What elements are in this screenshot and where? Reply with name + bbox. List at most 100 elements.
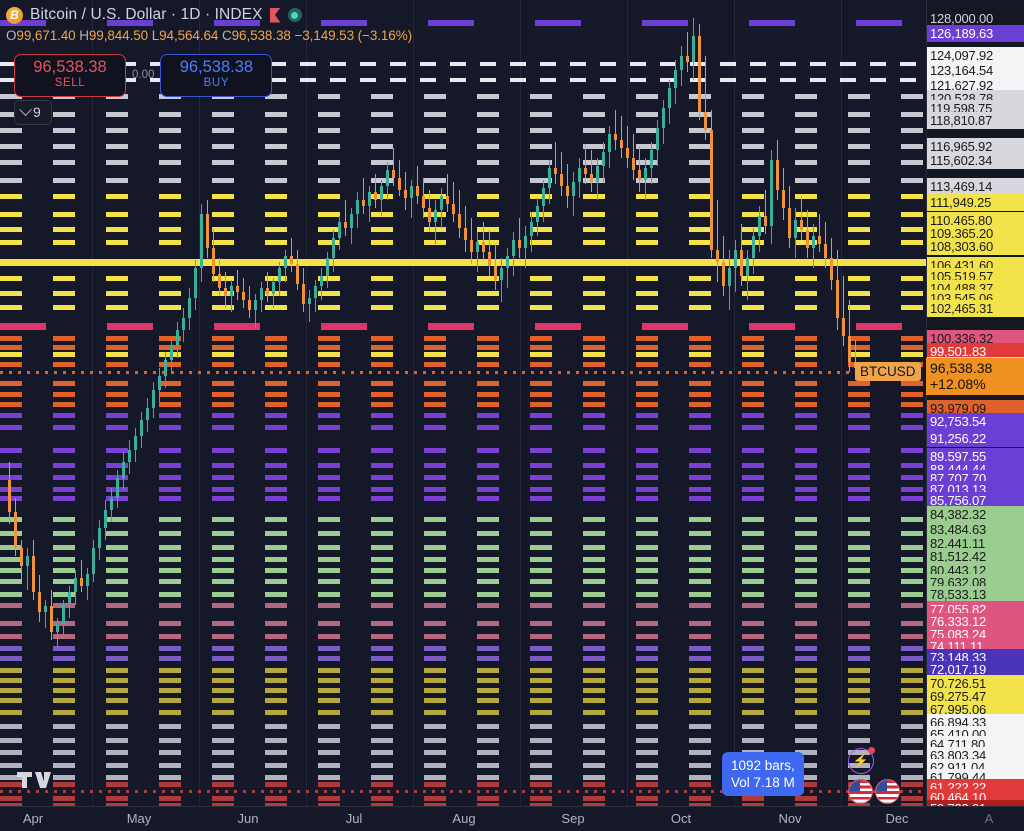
candle-body: [194, 268, 197, 298]
price-level-label: 69,275.47: [926, 688, 1024, 705]
price-level-label: 126,189.63: [926, 25, 1024, 42]
level-band: [0, 724, 926, 729]
candle-body: [416, 186, 419, 196]
axis-mode-button[interactable]: A: [984, 811, 994, 826]
candle-body: [230, 286, 233, 296]
price-level-label: 83,484.63: [926, 521, 1024, 538]
price-level-label: 116,965.92: [926, 138, 1024, 155]
red-flag-icon[interactable]: [269, 7, 281, 23]
lot-size-selector[interactable]: 9: [14, 100, 52, 125]
candle-body: [722, 262, 725, 286]
high-value: 99,844.50: [88, 28, 149, 43]
level-band: [0, 738, 926, 743]
candle-body: [218, 274, 221, 288]
candle-body: [656, 128, 659, 150]
candle-body: [716, 250, 719, 262]
price-scale[interactable]: 128,000.00 126,189.63 124,097.92 123,164.54…: [926, 0, 1024, 806]
tradingview-logo[interactable]: [16, 768, 56, 797]
candle-body: [566, 186, 569, 196]
candle-body: [542, 188, 545, 206]
candle-body: [254, 300, 257, 310]
candle-body: [632, 158, 635, 170]
candle-wick: [453, 182, 454, 222]
candle-wick: [519, 218, 520, 258]
candle-body: [248, 300, 251, 310]
candle-body: [332, 238, 335, 258]
level-band: [0, 475, 926, 480]
level-band: [0, 402, 926, 407]
time-axis[interactable]: Apr May Jun Jul Aug Sep Oct Nov Dec: [0, 806, 1024, 831]
candle-body: [536, 206, 539, 222]
candle-body: [266, 288, 269, 294]
candle-body: [386, 170, 389, 186]
level-band: [0, 425, 926, 430]
candle-body: [338, 222, 341, 238]
candle-wick: [687, 32, 688, 72]
level-band: [0, 568, 926, 573]
buy-button[interactable]: 96,538.38 BUY: [160, 54, 273, 97]
buy-label: BUY: [203, 77, 230, 90]
candle-body: [578, 168, 581, 182]
candle-body: [410, 186, 413, 198]
candle-body: [644, 168, 647, 180]
candle-wick: [417, 166, 418, 204]
candle-body: [662, 108, 665, 128]
level-band: [0, 352, 926, 357]
candle-body: [452, 204, 455, 214]
high-label: H: [79, 28, 89, 43]
candle-body: [374, 192, 377, 200]
level-band: [0, 710, 926, 715]
candle-body: [692, 36, 695, 62]
candle-body: [314, 286, 317, 298]
price-level-label: 110,465.80: [926, 212, 1024, 229]
candle-body: [710, 130, 713, 250]
candle-body: [128, 450, 131, 462]
price-level-label: 72,017.19: [926, 661, 1024, 678]
volume-total: Vol 7.18 M: [731, 775, 795, 790]
candle-wick: [27, 548, 28, 590]
candle-body: [464, 228, 467, 240]
bitcoin-icon: B: [6, 6, 23, 24]
candle-body: [782, 190, 785, 208]
level-band: [0, 656, 926, 661]
chart-legend: B Bitcoin / U.S. Dollar · 1D · INDEX O99…: [0, 0, 626, 43]
price-level-label: 108,303.60: [926, 238, 1024, 255]
level-band: [0, 790, 926, 793]
close-label: C: [221, 28, 232, 43]
level-band: [0, 323, 926, 330]
legend-title-row: B Bitcoin / U.S. Dollar · 1D · INDEX: [6, 4, 626, 26]
chart-plot-area[interactable]: [0, 0, 926, 806]
level-band: [0, 557, 926, 562]
candle-body: [278, 268, 281, 282]
sell-button[interactable]: 96,538.38 SELL: [14, 54, 126, 97]
level-band: [0, 603, 926, 608]
price-level-label: 76,333.12: [926, 613, 1024, 630]
candle-body: [668, 88, 671, 108]
price-level-label: 128,000.00: [926, 10, 1024, 27]
candle-body: [614, 134, 617, 140]
price-scale-separator: [926, 0, 927, 831]
level-band: [0, 276, 926, 281]
ohlc-row: O99,671.40 H99,844.50 L94,564.64 C96,538…: [6, 28, 626, 43]
candle-body: [686, 56, 689, 62]
lightning-bolt-icon[interactable]: ⚡: [848, 747, 875, 774]
us-flag-icon-2[interactable]: [875, 779, 900, 804]
level-band: [0, 128, 926, 133]
candle-body: [44, 606, 47, 612]
price-level-label: 78,533.13: [926, 586, 1024, 603]
open-label: O: [6, 28, 17, 43]
us-flag-icon-1[interactable]: [848, 779, 873, 804]
candle-wick: [231, 280, 232, 312]
sell-label: SELL: [54, 77, 86, 90]
symbol-title[interactable]: Bitcoin / U.S. Dollar · 1D · INDEX: [30, 6, 263, 23]
candle-body: [236, 286, 239, 292]
level-band: [0, 112, 926, 117]
candle-body: [458, 214, 461, 228]
level-band: [0, 392, 926, 397]
level-band: [0, 227, 926, 232]
price-level-label: 89,597.55: [926, 448, 1024, 465]
price-level-label: 100,336.32: [926, 330, 1024, 347]
price-level-label: 99,501.83: [926, 343, 1024, 360]
candle-body: [32, 556, 35, 592]
level-band: [0, 688, 926, 693]
